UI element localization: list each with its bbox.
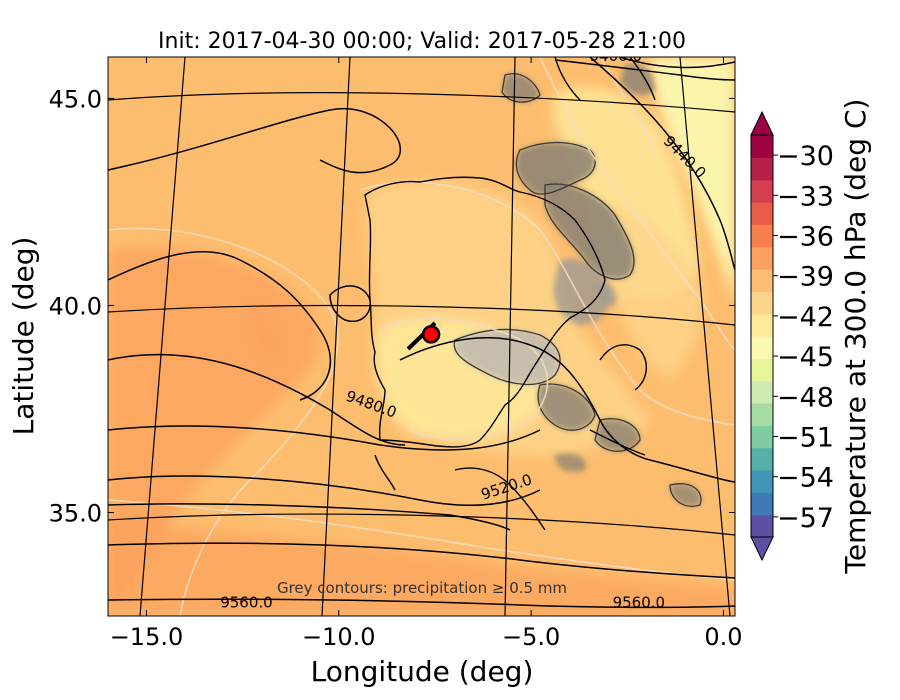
precipitation-patches bbox=[453, 63, 702, 507]
colorbar-tick-label: −42 bbox=[777, 302, 834, 333]
colorbar-segment bbox=[751, 202, 773, 225]
y-axis-ticks: 35.0 40.0 45.0 bbox=[49, 85, 735, 527]
colorbar-extend-max bbox=[750, 110, 774, 136]
chart-title: Init: 2017-04-30 00:00; Valid: 2017-05-2… bbox=[158, 29, 686, 54]
colorbar-segment bbox=[751, 313, 773, 337]
marker-point bbox=[421, 325, 441, 344]
x-axis-label: Longitude (deg) bbox=[311, 655, 534, 688]
x-tick-label: −5.0 bbox=[502, 623, 560, 651]
colorbar-segment bbox=[751, 179, 773, 203]
x-tick-label: 0.0 bbox=[704, 623, 742, 651]
y-tick-label: 40.0 bbox=[49, 292, 102, 320]
colorbar-segment bbox=[751, 224, 773, 248]
colorbar-tick-label: −30 bbox=[777, 141, 834, 172]
colorbar-tick-label: −51 bbox=[777, 423, 834, 454]
colorbar-segment bbox=[751, 291, 773, 315]
colorbar-label: Temperature at 300.0 hPa (deg C) bbox=[839, 99, 872, 575]
colorbar-segment bbox=[751, 447, 773, 471]
x-tick-label: −15.0 bbox=[110, 623, 184, 651]
map-frame bbox=[107, 56, 736, 617]
colorbar-tick-label: −54 bbox=[777, 463, 834, 494]
colorbar-segment bbox=[751, 425, 773, 449]
colorbar-extend-min bbox=[750, 536, 774, 562]
colorbar-segment bbox=[751, 135, 773, 158]
colorbar-segment bbox=[751, 492, 773, 516]
y-tick-label: 45.0 bbox=[49, 85, 102, 113]
height-contours bbox=[108, 57, 735, 609]
contour-label: 9400.0 bbox=[590, 47, 643, 65]
colorbar-segment bbox=[751, 157, 773, 181]
colorbar-segment bbox=[751, 403, 773, 426]
colorbar-segment bbox=[751, 514, 773, 538]
coastlines bbox=[108, 57, 735, 531]
temperature-contours bbox=[108, 57, 735, 616]
colorbar-segment bbox=[751, 470, 773, 493]
colorbar-frame bbox=[750, 134, 774, 538]
y-axis-label: Latitude (deg) bbox=[7, 237, 40, 436]
colorbar-segment bbox=[751, 358, 773, 382]
colorbar-tick-label: −45 bbox=[777, 342, 834, 373]
x-axis-ticks: −15.0 −10.0 −5.0 0.0 bbox=[110, 57, 743, 651]
colorbar-segment bbox=[751, 246, 773, 270]
contour-label: 9560.0 bbox=[220, 594, 273, 612]
colorbar-tick-label: −48 bbox=[777, 382, 834, 413]
precip-annotation: Grey contours: precipitation ≥ 0.5 mm bbox=[277, 579, 567, 597]
graticule bbox=[108, 57, 735, 616]
colorbar-tick-label: −39 bbox=[777, 262, 834, 293]
location-marker bbox=[406, 321, 441, 351]
contour-label: 9560.0 bbox=[613, 594, 666, 612]
colorbar-segment bbox=[751, 336, 773, 359]
colorbar-segment bbox=[751, 380, 773, 404]
colorbar-tick-label: −36 bbox=[777, 222, 834, 253]
colorbar: −30 −33 −36 −39 −42 −45 −48 −51 −54 −57 bbox=[750, 110, 834, 562]
colorbar-segment bbox=[751, 269, 773, 292]
x-tick-label: −10.0 bbox=[302, 623, 376, 651]
colorbar-tick-label: −57 bbox=[777, 503, 834, 534]
temperature-shading bbox=[108, 57, 735, 616]
colorbar-tick-label: −33 bbox=[777, 181, 834, 212]
y-tick-label: 35.0 bbox=[49, 499, 102, 527]
